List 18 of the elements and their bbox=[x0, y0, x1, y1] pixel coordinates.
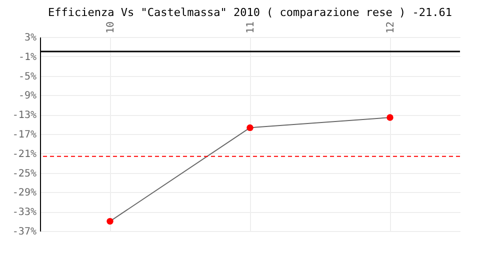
y-tick-label: -1% bbox=[18, 52, 36, 63]
y-tick-label: -29% bbox=[12, 188, 36, 199]
y-tick-label: -37% bbox=[12, 226, 36, 238]
chart-title: Efficienza Vs "Castelmassa" 2010 ( comparazione rese ) -21.61 bbox=[48, 6, 452, 19]
x-tick-label: 11 bbox=[246, 21, 256, 34]
point bbox=[106, 218, 114, 225]
y-tick-label: -13% bbox=[12, 110, 36, 122]
y-tick-label: -9% bbox=[18, 90, 36, 102]
point bbox=[246, 124, 254, 132]
y-tick-label: -33% bbox=[12, 207, 36, 218]
y-tick-label: -5% bbox=[18, 71, 36, 82]
x-tick-label: 10 bbox=[106, 21, 116, 34]
y-tick-label: -21% bbox=[12, 148, 36, 160]
y-tick-label: -25% bbox=[12, 168, 36, 180]
point bbox=[386, 114, 394, 121]
y-tick-label: 3% bbox=[24, 32, 36, 44]
x-tick-label: 12 bbox=[386, 21, 396, 34]
y-tick-label: -17% bbox=[12, 130, 36, 140]
